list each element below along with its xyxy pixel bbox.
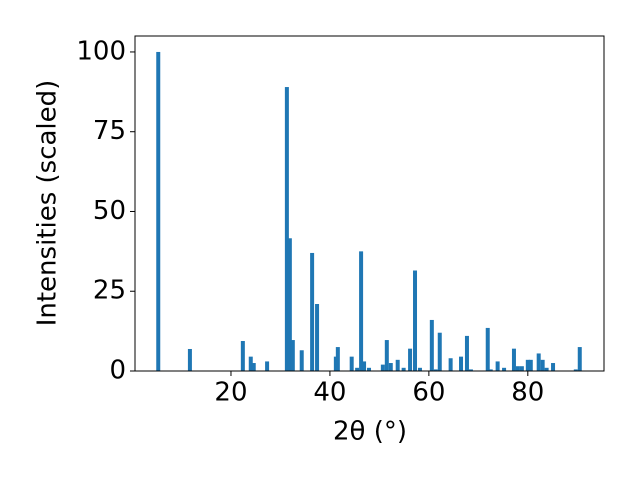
bar — [495, 361, 500, 371]
bar — [485, 327, 490, 371]
bar — [408, 348, 413, 371]
bar — [240, 341, 245, 371]
bar — [573, 369, 578, 371]
y-tick-label: 100 — [76, 36, 126, 66]
bar — [299, 350, 304, 371]
bar — [310, 252, 315, 371]
y-tick-label: 75 — [93, 116, 126, 146]
axes-frame — [134, 35, 605, 372]
bar — [367, 367, 372, 371]
bar — [464, 335, 469, 371]
bar — [248, 356, 253, 371]
bar — [429, 319, 434, 371]
bar — [287, 238, 292, 371]
bar — [515, 366, 520, 371]
x-axis-label: 2θ (°) — [333, 417, 407, 447]
x-tick-label: 40 — [313, 378, 346, 408]
bar — [511, 348, 516, 371]
bar — [251, 363, 256, 371]
bar — [388, 363, 393, 371]
bar — [437, 332, 442, 371]
bar — [355, 367, 360, 371]
bar — [488, 369, 493, 371]
bar — [417, 367, 422, 371]
bar — [380, 364, 385, 371]
bar — [349, 356, 354, 371]
bar — [401, 367, 406, 371]
bar — [468, 369, 473, 371]
bar — [335, 347, 340, 371]
bar — [540, 359, 545, 371]
bar — [362, 361, 367, 371]
bar — [315, 304, 320, 371]
bar — [551, 363, 556, 371]
bar — [536, 353, 541, 371]
bar — [359, 251, 364, 371]
x-tick-label: 20 — [214, 378, 247, 408]
bar — [156, 51, 161, 371]
y-tick-label: 25 — [93, 276, 126, 306]
y-axis-label: Intensities (scaled) — [33, 80, 63, 327]
bar — [577, 347, 582, 371]
bar — [525, 359, 530, 371]
bar — [459, 356, 464, 371]
bar — [284, 87, 289, 372]
bar — [395, 359, 400, 371]
bar — [187, 348, 192, 371]
y-tick-label: 50 — [93, 196, 126, 226]
y-tick-label: 0 — [109, 356, 126, 386]
bar — [544, 367, 549, 371]
bar — [290, 340, 295, 371]
x-tick-label: 60 — [412, 378, 445, 408]
bar — [413, 270, 418, 371]
bar — [528, 359, 533, 371]
bar — [265, 361, 270, 371]
x-tick-label: 80 — [511, 378, 544, 408]
bar — [433, 369, 438, 371]
bar — [502, 367, 507, 371]
bar — [448, 358, 453, 371]
bar — [384, 340, 389, 371]
bar — [519, 366, 524, 371]
